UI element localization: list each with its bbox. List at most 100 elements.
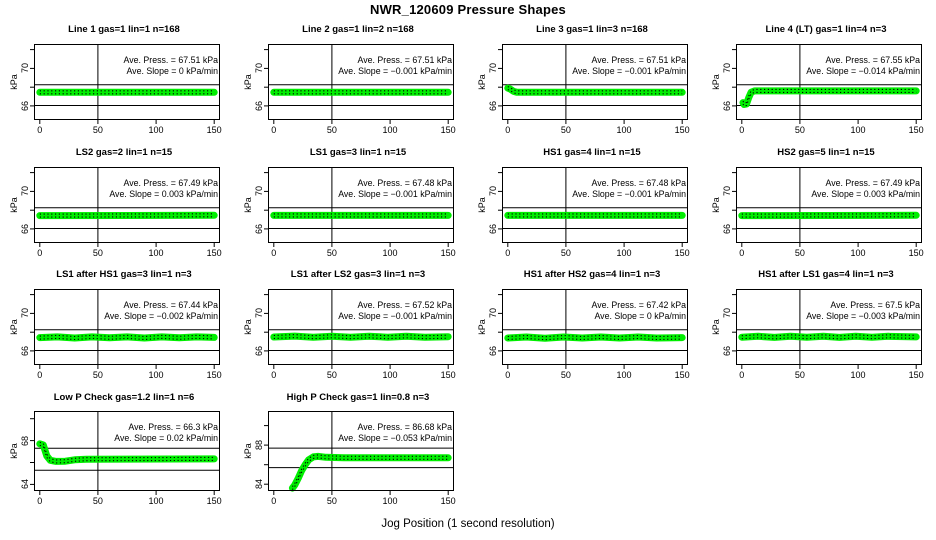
plot-area	[498, 167, 688, 247]
x-tick-label: 50	[92, 125, 103, 135]
annotation-block: Ave. Press. = 67.42 kPa Ave. Slope = 0 kP…	[502, 300, 686, 321]
subplot-title: LS2 gas=2 lin=1 n=15	[75, 147, 173, 158]
x-tick-label: 50	[794, 248, 805, 258]
annotation-block: Ave. Press. = 67.51 kPa Ave. Slope = −0.0…	[268, 55, 452, 76]
x-tick-label: 50	[560, 248, 571, 258]
y-tick-label: 66	[722, 223, 732, 234]
y-tick-label: 66	[20, 345, 30, 356]
y-tick-label: 70	[20, 63, 30, 74]
plot-frame	[34, 411, 220, 491]
annotation-block: Ave. Press. = 67.49 kPa Ave. Slope = 0.00…	[736, 178, 920, 199]
subplot-title: LS1 after HS1 gas=3 lin=1 n=3	[56, 269, 192, 280]
x-tick-label: 100	[148, 370, 164, 380]
x-tick-label: 0	[505, 248, 511, 258]
y-tick-label: 66	[722, 100, 732, 111]
y-axis-unit-label: kPa	[243, 74, 253, 90]
pressure-series-dots	[39, 444, 215, 464]
pressure-series	[738, 332, 920, 341]
plot-area	[264, 44, 454, 124]
x-tick-label: 0	[505, 370, 511, 380]
plot-area	[264, 289, 454, 369]
subplot-title: Line 4 (LT) gas=1 lin=4 n=3	[765, 24, 887, 35]
y-axis-unit-label: kPa	[477, 319, 487, 335]
annotation-ave-press: Ave. Press. = 67.51 kPa	[591, 55, 686, 65]
pressure-series-dots	[742, 91, 917, 107]
annotation-ave-slope: Ave. Slope = −0.001 kPa/min	[338, 310, 452, 321]
y-axis-unit-label: kPa	[711, 74, 721, 90]
plot-frame	[502, 167, 688, 243]
subplot-10: LS1 after LS2 gas=3 lin=1 n=3 kPa 66 70 0 50 1…	[234, 265, 468, 387]
x-tick-label: 100	[148, 248, 164, 258]
pressure-series	[504, 84, 686, 96]
annotation-ave-slope: Ave. Slope = −0.002 kPa/min	[104, 310, 218, 321]
x-tick-label: 0	[271, 496, 277, 506]
annotation-block: Ave. Press. = 67.55 kPa Ave. Slope = −0.0…	[736, 55, 920, 76]
y-tick-label: 70	[722, 186, 732, 197]
y-tick-label: 70	[722, 63, 732, 74]
x-tick-label: 100	[850, 370, 866, 380]
annotation-ave-press: Ave. Press. = 67.55 kPa	[825, 55, 920, 65]
subplot-3: Line 3 gas=1 lin=3 n=168 kPa 66 70 0 50 100 150…	[468, 20, 702, 142]
subplot-title: High P Check gas=1 lin=0.8 n=3	[286, 392, 430, 403]
x-tick-label: 100	[148, 496, 164, 506]
annotation-block: Ave. Press. = 67.48 kPa Ave. Slope = −0.0…	[502, 178, 686, 199]
y-tick-label: 66	[254, 100, 264, 111]
annotation-ave-slope: Ave. Slope = 0 kPa/min	[126, 65, 218, 76]
annotation-block: Ave. Press. = 67.44 kPa Ave. Slope = −0.0…	[34, 300, 218, 321]
annotation-block: Ave. Press. = 67.49 kPa Ave. Slope = 0.00…	[34, 178, 218, 199]
pressure-series	[504, 333, 686, 342]
subplot-svg	[498, 289, 688, 369]
pressure-series-dots	[507, 334, 683, 338]
plot-area	[30, 44, 220, 124]
x-tick-label: 150	[206, 248, 222, 258]
annotation-block: Ave. Press. = 67.51 kPa Ave. Slope = 0 kP…	[34, 55, 218, 76]
y-tick-label: 70	[488, 308, 498, 319]
subplot-2: Line 2 gas=1 lin=2 n=168 kPa 66 70 0 50 100 150…	[234, 20, 468, 142]
subplot-title: LS1 gas=3 lin=1 n=15	[309, 147, 407, 158]
pressure-series-dots	[39, 441, 215, 461]
x-tick-label: 0	[739, 125, 745, 135]
plot-frame	[268, 289, 454, 365]
annotation-ave-slope: Ave. Slope = −0.001 kPa/min	[572, 65, 686, 76]
plot-frame	[34, 44, 220, 120]
pressure-series-dots	[39, 334, 215, 338]
x-tick-label: 100	[382, 496, 398, 506]
subplot-svg	[30, 289, 220, 369]
subplot-title: Line 1 gas=1 lin=1 n=168	[68, 24, 180, 35]
x-tick-label: 50	[794, 125, 805, 135]
annotation-ave-press: Ave. Press. = 66.3 kPa	[128, 422, 218, 432]
annotation-ave-press: Ave. Press. = 67.51 kPa	[123, 55, 218, 65]
y-tick-label: 66	[488, 223, 498, 234]
y-axis-unit-label: kPa	[711, 319, 721, 335]
annotation-block: Ave. Press. = 67.48 kPa Ave. Slope = −0.0…	[268, 178, 452, 199]
subplot-svg	[264, 167, 454, 247]
subplot-svg	[264, 44, 454, 124]
x-tick-label: 100	[382, 248, 398, 258]
subplot-5: LS2 gas=2 lin=1 n=15 kPa 66 70 0 50 100 150 Ave.…	[0, 143, 234, 265]
annotation-block: Ave. Press. = 67.52 kPa Ave. Slope = −0.0…	[268, 300, 452, 321]
subplot-svg	[264, 411, 454, 495]
annotation-ave-slope: Ave. Slope = 0 kPa/min	[594, 310, 686, 321]
subplot-13: Low P Check gas=1.2 lin=1 n=6 kPa 64 68 0 50 1…	[0, 388, 234, 518]
y-tick-label: 88	[254, 440, 264, 451]
y-tick-label: 70	[20, 308, 30, 319]
subplot-6: LS1 gas=3 lin=1 n=15 kPa 66 70 0 50 100 150 Ave.…	[234, 143, 468, 265]
subplot-svg	[30, 411, 220, 495]
annotation-ave-press: Ave. Press. = 67.51 kPa	[357, 55, 452, 65]
subplot-svg	[30, 44, 220, 124]
annotation-ave-slope: Ave. Slope = −0.053 kPa/min	[338, 432, 452, 443]
y-axis-unit-label: kPa	[711, 197, 721, 213]
x-tick-label: 50	[326, 370, 337, 380]
y-axis-unit-label: kPa	[9, 74, 19, 90]
x-tick-label: 150	[206, 370, 222, 380]
x-tick-label: 50	[794, 370, 805, 380]
y-tick-label: 66	[20, 100, 30, 111]
subplot-svg	[732, 44, 922, 124]
plot-frame	[268, 44, 454, 120]
subplot-4: Line 4 (LT) gas=1 lin=4 n=3 kPa 66 70 0 50 100…	[702, 20, 936, 142]
y-tick-label: 66	[254, 223, 264, 234]
x-axis-label: Jog Position (1 second resolution)	[381, 518, 555, 530]
pressure-series-dots	[507, 89, 683, 95]
subplot-12: HS1 after LS1 gas=4 lin=1 n=3 kPa 66 70 0 50 1…	[702, 265, 936, 387]
